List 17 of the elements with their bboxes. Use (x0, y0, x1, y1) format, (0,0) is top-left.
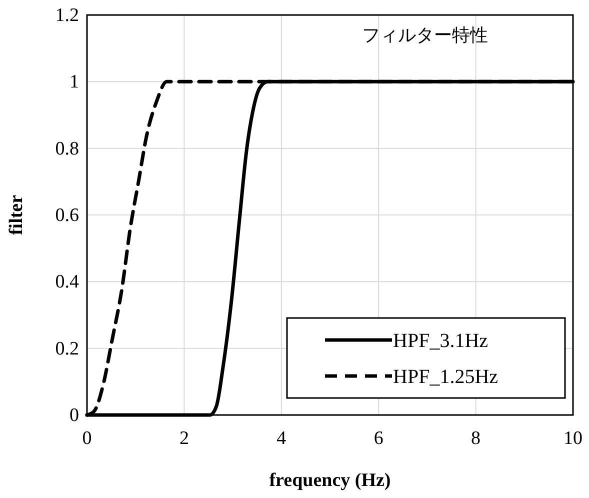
y-tick-label: 1.2 (55, 5, 79, 26)
x-tick-label: 2 (179, 428, 189, 449)
legend-label: HPF_3.1Hz (393, 330, 488, 352)
text: フィルター特性 (362, 25, 488, 46)
y-tick-label: 0.2 (55, 338, 79, 360)
y-axis-title: filter (6, 194, 27, 236)
y-tick-label: 0.4 (55, 272, 80, 293)
x-axis-title: frequency (Hz) (269, 470, 391, 491)
y-tick-label: 1 (70, 72, 79, 93)
y-tick-label: 0.6 (55, 205, 79, 226)
x-tick-label: 8 (471, 428, 481, 449)
y-tick-label: 0.8 (55, 138, 79, 160)
legend-label: HPF_1.25Hz (393, 366, 498, 388)
y-tick-label: 0 (70, 405, 79, 426)
x-tick-label: 10 (564, 428, 582, 449)
x-tick-label: 4 (276, 428, 287, 449)
x-tick-label: 6 (374, 428, 384, 449)
